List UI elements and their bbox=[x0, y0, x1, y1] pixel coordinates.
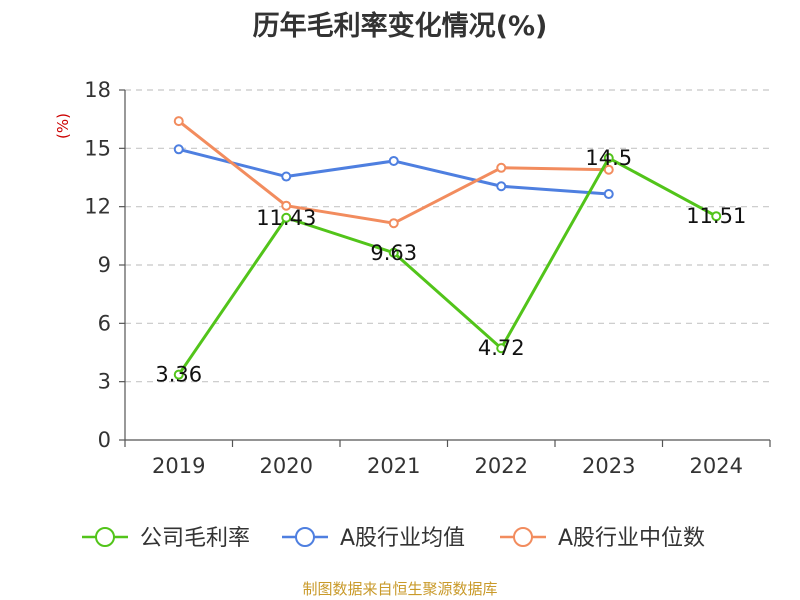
data-point bbox=[603, 164, 614, 175]
data-point bbox=[281, 171, 292, 182]
x-tick-label: 2022 bbox=[475, 454, 528, 478]
y-tick-label: 0 bbox=[98, 428, 111, 452]
legend: 公司毛利率 A股行业均值 A股行业中位数 bbox=[82, 526, 705, 551]
data-point bbox=[173, 116, 184, 127]
data-label: 11.43 bbox=[256, 206, 316, 230]
data-point bbox=[173, 144, 184, 155]
data-point bbox=[496, 343, 507, 354]
data-label: 3.36 bbox=[155, 363, 202, 387]
y-tick-label: 3 bbox=[98, 370, 111, 394]
data-label: 4.72 bbox=[478, 336, 525, 360]
x-tick-label: 2023 bbox=[582, 454, 635, 478]
data-point bbox=[496, 181, 507, 192]
x-tick-label: 2021 bbox=[367, 454, 420, 478]
data-labels: 3.36 11.43 9.63 4.72 14.5 11.51 bbox=[155, 146, 746, 387]
data-point bbox=[603, 189, 614, 200]
data-label: 14.5 bbox=[585, 146, 632, 170]
y-tick-label: 12 bbox=[84, 195, 111, 219]
data-label: 9.63 bbox=[370, 241, 417, 265]
data-point bbox=[603, 153, 614, 164]
x-tick-label: 2020 bbox=[260, 454, 313, 478]
y-tick-label: 9 bbox=[98, 253, 111, 277]
legend-marker bbox=[95, 527, 115, 547]
data-point bbox=[173, 369, 184, 380]
legend-label: 公司毛利率 bbox=[140, 526, 250, 551]
series-line-0 bbox=[177, 156, 717, 376]
y-axis-unit-label: (%) bbox=[54, 113, 72, 139]
grid-lines bbox=[125, 89, 770, 383]
source-note: 制图数据来自恒生聚源数据库 bbox=[302, 580, 498, 598]
chart-title: 历年毛利率变化情况(%) bbox=[252, 11, 548, 42]
legend-label: A股行业均值 bbox=[340, 526, 465, 551]
data-point bbox=[281, 212, 292, 223]
legend-label: A股行业中位数 bbox=[558, 526, 705, 551]
data-point bbox=[388, 247, 399, 258]
data-point bbox=[711, 211, 722, 222]
data-point bbox=[281, 200, 292, 211]
y-tick-label: 15 bbox=[84, 136, 111, 160]
legend-marker bbox=[295, 527, 315, 547]
data-point bbox=[496, 162, 507, 173]
axes: 0 3 6 9 12 15 18 2019 2020 2021 2022 2023 2024 bbox=[84, 78, 771, 478]
series-lines bbox=[173, 116, 722, 380]
legend-marker bbox=[513, 527, 533, 547]
x-tick-label: 2024 bbox=[690, 454, 743, 478]
y-tick-label: 6 bbox=[98, 311, 111, 335]
data-point bbox=[388, 155, 399, 166]
series-line-2 bbox=[177, 119, 609, 225]
data-label: 11.51 bbox=[686, 204, 746, 228]
data-point bbox=[388, 218, 399, 229]
x-tick-label: 2019 bbox=[152, 454, 205, 478]
y-tick-label: 18 bbox=[84, 78, 111, 102]
